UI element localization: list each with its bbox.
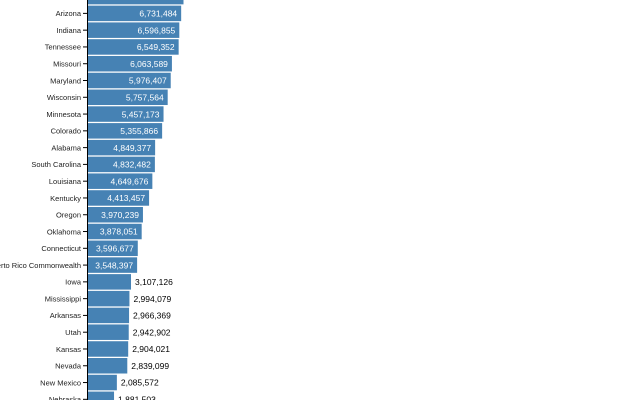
bar bbox=[88, 72, 171, 89]
y-tick-label: Iowa bbox=[65, 278, 82, 287]
data-label: 4,832,482 bbox=[113, 160, 151, 170]
bar bbox=[88, 106, 164, 122]
bar bbox=[88, 55, 172, 72]
data-label: 2,904,021 bbox=[132, 344, 170, 354]
bar bbox=[88, 341, 129, 357]
data-label: 6,549,352 bbox=[137, 42, 175, 52]
data-label: 1,881,503 bbox=[118, 395, 156, 400]
y-tick-label: Nebraska bbox=[49, 395, 82, 400]
data-label: 2,942,902 bbox=[133, 327, 171, 337]
data-label: 2,966,369 bbox=[133, 311, 171, 321]
data-label: 5,457,173 bbox=[122, 109, 160, 119]
data-label: 6,596,855 bbox=[137, 25, 175, 35]
y-tick-label: Minnesota bbox=[46, 110, 81, 119]
bar bbox=[88, 257, 138, 273]
y-tick-label: Nevada bbox=[55, 362, 82, 371]
y-tick-label: Maryland bbox=[50, 76, 81, 85]
y-tick-label: Puerto Rico Commonwealth bbox=[0, 261, 81, 270]
y-tick-label: Arizona bbox=[56, 9, 82, 18]
bar bbox=[88, 0, 184, 5]
data-label: 3,107,126 bbox=[135, 277, 173, 287]
data-label: 3,596,677 bbox=[96, 244, 134, 254]
data-label: 6,063,589 bbox=[130, 59, 168, 69]
y-tick-label: Indiana bbox=[56, 26, 81, 35]
y-tick-label: Missouri bbox=[53, 60, 81, 69]
bar bbox=[88, 139, 156, 156]
bar bbox=[88, 324, 129, 340]
y-tick-label: Tennessee bbox=[45, 43, 81, 52]
y-tick-label: New Mexico bbox=[40, 378, 81, 387]
data-label: 4,849,377 bbox=[113, 143, 151, 153]
data-label: 3,548,397 bbox=[95, 260, 133, 270]
y-tick-label: South Carolina bbox=[31, 160, 81, 169]
bar bbox=[88, 89, 168, 106]
bar bbox=[88, 391, 115, 400]
data-label: 5,757,564 bbox=[126, 92, 164, 102]
data-label: 6,731,484 bbox=[139, 9, 177, 19]
y-tick-label: Kentucky bbox=[50, 194, 81, 203]
data-label: 3,970,239 bbox=[101, 210, 139, 220]
data-label: 4,649,676 bbox=[111, 176, 149, 186]
y-tick-label: Alabama bbox=[51, 143, 81, 152]
bar bbox=[88, 374, 117, 391]
bar bbox=[88, 223, 142, 240]
data-label: 5,355,866 bbox=[120, 126, 158, 136]
bar bbox=[88, 240, 138, 257]
y-tick-label: Arkansas bbox=[50, 311, 82, 320]
data-label: 2,839,099 bbox=[131, 361, 169, 371]
bar bbox=[88, 173, 153, 189]
bar bbox=[88, 274, 132, 290]
y-tick-label: Colorado bbox=[51, 127, 81, 136]
bar bbox=[88, 39, 179, 55]
bar bbox=[88, 22, 180, 38]
data-label: 4,413,457 bbox=[107, 193, 145, 203]
bar bbox=[88, 290, 130, 307]
y-tick-label: Connecticut bbox=[41, 244, 82, 253]
data-label: 2,994,079 bbox=[133, 294, 171, 304]
y-tick-label: Oklahoma bbox=[47, 227, 82, 236]
bar bbox=[88, 5, 182, 22]
bar bbox=[88, 358, 128, 374]
bar bbox=[88, 156, 155, 173]
y-tick-label: Kansas bbox=[56, 345, 81, 354]
bar-rows: Arizona 6,731,484 Indiana 6,596,855 Tennesse… bbox=[0, 0, 184, 400]
y-tick-label: Mississippi bbox=[45, 294, 82, 303]
data-label: 3,878,051 bbox=[100, 227, 138, 237]
bar bbox=[88, 307, 130, 324]
y-tick-label: Oregon bbox=[56, 211, 81, 220]
bar bbox=[88, 123, 163, 139]
y-tick-label: Wisconsin bbox=[47, 93, 81, 102]
y-tick-label: Louisiana bbox=[49, 177, 82, 186]
bar bbox=[88, 190, 150, 206]
bar bbox=[88, 206, 143, 223]
y-tick-label: Utah bbox=[65, 328, 81, 337]
data-label: 2,085,572 bbox=[121, 378, 159, 388]
data-label: 5,976,407 bbox=[129, 76, 167, 86]
